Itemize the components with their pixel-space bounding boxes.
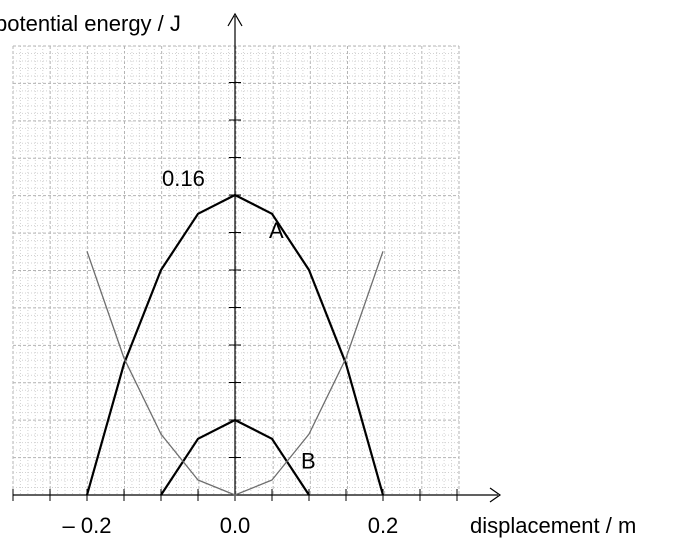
series-group <box>85 193 385 496</box>
x-axis-label: displacement / m <box>470 513 636 538</box>
annotation-a: A <box>269 218 284 243</box>
x-tick-label: 0.2 <box>368 513 399 538</box>
x-tick-label: 0.0 <box>220 513 251 538</box>
y-axis-label: potential energy / J <box>0 11 181 36</box>
labels-group: potential energy / J displacement / m – … <box>0 11 636 538</box>
grid <box>12 45 460 496</box>
annotation-0-16: 0.16 <box>162 166 205 191</box>
curve-kinetic <box>86 251 384 496</box>
axes <box>12 12 502 503</box>
x-axis-arrowhead <box>489 487 502 503</box>
curve-b <box>160 418 310 496</box>
y-axis-arrowhead <box>227 12 243 27</box>
curve-a <box>85 193 385 496</box>
x-tick-label: – 0.2 <box>63 513 112 538</box>
annotation-b: B <box>301 448 316 473</box>
